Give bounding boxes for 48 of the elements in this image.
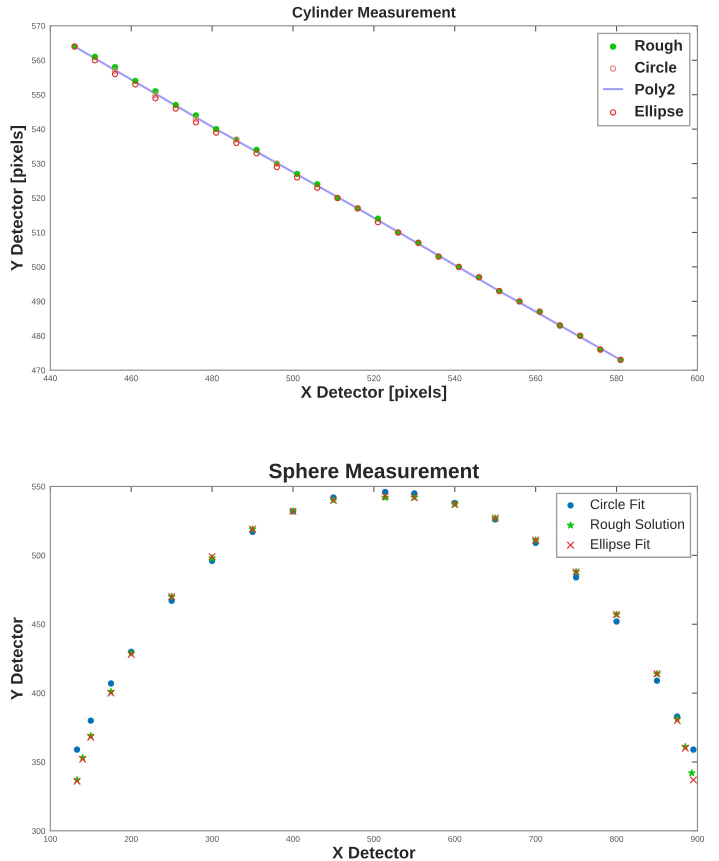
x-tick-label: 520 — [367, 375, 381, 382]
x-tick-label: 500 — [367, 836, 381, 842]
x-tick-label: 460 — [124, 375, 138, 382]
x-tick-label: 500 — [286, 375, 300, 382]
x-tick-label: 580 — [610, 375, 624, 382]
x-tick-label: 440 — [44, 375, 57, 382]
x-tick-label: 560 — [529, 375, 542, 382]
legend-label: Circle — [635, 62, 676, 73]
y-tick-label: 500 — [32, 264, 46, 270]
y-tick-label: 570 — [32, 23, 46, 29]
y-tick-label: 550 — [32, 92, 46, 98]
legend-label: Poly2 — [635, 83, 675, 98]
y-tick-label: 510 — [32, 230, 46, 236]
y-tick-label: 300 — [32, 828, 46, 834]
legend-label: Ellipse — [635, 105, 684, 120]
y-tick-label: 400 — [32, 690, 46, 696]
x-axis-title: X Detector — [332, 846, 416, 859]
x-tick-label: 600 — [448, 836, 462, 842]
y-tick-label: 540 — [32, 126, 46, 132]
y-tick-label: 470 — [32, 367, 46, 374]
legend-label: Circle Fit — [590, 498, 645, 510]
x-tick-label: 100 — [44, 836, 57, 842]
x-tick-label: 480 — [205, 375, 219, 382]
y-axis-title: Y Detector — [11, 617, 23, 700]
y-tick-label: 560 — [32, 57, 46, 64]
x-tick-label: 600 — [690, 375, 704, 382]
y-tick-label: 480 — [32, 332, 46, 339]
x-tick-label: 300 — [205, 836, 219, 842]
x-tick-label: 800 — [610, 836, 624, 842]
x-tick-label: 900 — [690, 836, 704, 842]
legend-label: Rough — [635, 40, 682, 54]
y-tick-label: 530 — [32, 160, 46, 167]
x-axis-title: X Detector [pixels] — [300, 386, 446, 402]
legend-label: Rough Solution — [591, 518, 684, 532]
y-tick-label: 450 — [32, 621, 46, 628]
x-tick-label: 200 — [124, 836, 138, 842]
y-tick-label: 500 — [32, 552, 46, 558]
y-tick-label: 490 — [32, 298, 46, 304]
x-tick-label: 400 — [286, 836, 300, 842]
y-tick-label: 520 — [32, 195, 46, 202]
y-tick-label: 350 — [32, 759, 46, 766]
y-axis-title: Y Detector [pixels] — [10, 126, 26, 271]
chart-title: Cylinder Measurement — [292, 6, 456, 21]
x-tick-label: 700 — [529, 836, 542, 842]
y-tick-label: 550 — [32, 484, 46, 490]
legend-label: Ellipse Fit — [591, 538, 650, 552]
chart-title: Sphere Measurement — [269, 463, 479, 482]
x-tick-label: 540 — [448, 375, 462, 382]
